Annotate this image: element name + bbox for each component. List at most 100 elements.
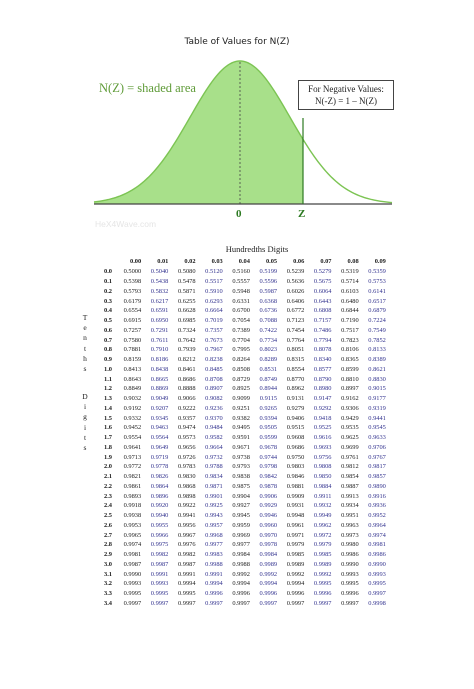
- probability-cell: 0.9357: [177, 414, 196, 422]
- probability-cell: 0.9965: [123, 531, 142, 539]
- probability-cell: 0.9803: [286, 463, 305, 471]
- probability-cell: 0.9953: [123, 521, 142, 529]
- probability-cell: 0.7704: [232, 336, 250, 344]
- probability-cell: 0.9988: [232, 560, 250, 568]
- probability-cell: 0.9997: [368, 590, 386, 598]
- watermark: HeX4Wave.com: [95, 219, 157, 229]
- probability-cell: 0.6772: [286, 307, 305, 315]
- probability-cell: 0.9345: [150, 414, 169, 422]
- table-row: 1.8 0.9641 0.9649 0.9656 0.9664 0.9671 0.9678 0…: [96, 443, 386, 453]
- probability-cell: 0.5160: [232, 268, 250, 276]
- probability-cell: 0.9992: [259, 570, 278, 578]
- z-value-cell: 1.4: [104, 404, 112, 412]
- probability-cell: 0.9864: [150, 482, 169, 490]
- probability-cell: 0.8849: [123, 385, 142, 393]
- probability-cell: 0.6103: [341, 287, 359, 295]
- probability-cell: 0.9726: [177, 453, 196, 461]
- column-header: 0.03: [211, 257, 223, 265]
- probability-cell: 0.9788: [205, 463, 223, 471]
- probability-cell: 0.9463: [150, 424, 169, 432]
- table-row: 2.8 0.9974 0.9975 0.9976 0.9977 0.9977 0.9978 0…: [96, 540, 386, 550]
- probability-cell: 0.7157: [313, 317, 332, 325]
- probability-cell: 0.9996: [313, 590, 332, 598]
- vertical-letter: n: [83, 333, 87, 343]
- probability-cell: 0.6950: [150, 317, 169, 325]
- probability-cell: 0.9992: [286, 570, 305, 578]
- probability-cell: 0.9838: [232, 473, 250, 481]
- probability-cell: 0.7852: [368, 336, 386, 344]
- probability-cell: 0.9554: [123, 434, 142, 442]
- probability-cell: 0.6141: [368, 287, 386, 295]
- z-value-cell: 0.4: [104, 307, 112, 315]
- probability-cell: 0.8133: [368, 346, 386, 354]
- probability-cell: 0.9913: [341, 492, 359, 500]
- probability-cell: 0.9991: [150, 570, 169, 578]
- z-value-cell: 0.1: [104, 278, 112, 286]
- probability-cell: 0.6217: [150, 297, 169, 305]
- probability-cell: 0.5239: [286, 268, 305, 276]
- probability-cell: 0.8264: [232, 356, 250, 364]
- probability-cell: 0.9793: [232, 463, 250, 471]
- probability-cell: 0.8925: [232, 385, 250, 393]
- probability-cell: 0.9983: [205, 551, 223, 559]
- probability-cell: 0.5832: [150, 287, 169, 295]
- probability-cell: 0.8869: [150, 385, 169, 393]
- probability-cell: 0.7673: [205, 336, 223, 344]
- table-row: 2.7 0.9965 0.9966 0.9967 0.9968 0.9969 0.9970 0…: [96, 530, 386, 540]
- probability-cell: 0.9951: [341, 512, 359, 520]
- probability-cell: 0.9997: [123, 599, 142, 607]
- probability-cell: 0.9982: [177, 551, 196, 559]
- vertical-letter: s: [83, 364, 87, 374]
- probability-cell: 0.9981: [123, 551, 142, 559]
- probability-cell: 0.9854: [341, 473, 359, 481]
- probability-cell: 0.6664: [205, 307, 223, 315]
- probability-cell: 0.9987: [123, 560, 142, 568]
- probability-cell: 0.5438: [150, 278, 169, 286]
- probability-cell: 0.9857: [368, 473, 386, 481]
- probability-cell: 0.9961: [286, 521, 305, 529]
- column-header: 0.08: [347, 257, 359, 265]
- probability-cell: 0.9952: [368, 512, 386, 520]
- probability-cell: 0.5398: [123, 278, 142, 286]
- probability-cell: 0.9990: [341, 560, 359, 568]
- probability-cell: 0.7823: [341, 336, 359, 344]
- probability-cell: 0.9997: [205, 599, 223, 607]
- probability-cell: 0.8289: [259, 356, 278, 364]
- probability-cell: 0.8599: [341, 365, 359, 373]
- probability-cell: 0.9671: [232, 443, 250, 451]
- probability-cell: 0.8365: [341, 356, 359, 364]
- table-row: 0.1 0.5398 0.5438 0.5478 0.5517 0.5557 0.5596 0…: [96, 277, 386, 287]
- probability-cell: 0.7764: [286, 336, 305, 344]
- probability-cell: 0.9887: [341, 482, 359, 490]
- probability-cell: 0.6406: [286, 297, 305, 305]
- probability-cell: 0.9996: [205, 590, 223, 598]
- probability-cell: 0.8413: [123, 365, 142, 373]
- axis-zero-label: 0: [236, 208, 242, 220]
- z-value-cell: 1.3: [104, 395, 112, 403]
- z-header-blank: [96, 255, 114, 267]
- probability-cell: 0.8810: [341, 375, 359, 383]
- table-row: 2.5 0.9938 0.9940 0.9941 0.9943 0.9945 0.9946 0…: [96, 511, 386, 521]
- probability-cell: 0.8238: [205, 356, 223, 364]
- probability-cell: 0.9967: [177, 531, 196, 539]
- probability-cell: 0.9992: [313, 570, 332, 578]
- probability-cell: 0.9972: [313, 531, 332, 539]
- probability-cell: 0.8051: [286, 346, 305, 354]
- probability-cell: 0.9949: [313, 512, 332, 520]
- probability-cell: 0.9279: [286, 404, 305, 412]
- probability-cell: 0.9192: [123, 404, 142, 412]
- probability-cell: 0.9535: [341, 424, 359, 432]
- table-header-row: 0.00 0.01 0.02 0.03 0.04 0.05 0.06 0.07 0.08 0.09: [96, 255, 386, 267]
- probability-cell: 0.5596: [259, 278, 278, 286]
- probability-cell: 0.9429: [341, 414, 359, 422]
- probability-cell: 0.9306: [341, 404, 359, 412]
- probability-cell: 0.6331: [232, 297, 250, 305]
- probability-cell: 0.9957: [205, 521, 223, 529]
- probability-cell: 0.9441: [368, 414, 386, 422]
- probability-cell: 0.9995: [341, 580, 359, 588]
- z-value-cell: 0.9: [104, 356, 112, 364]
- probability-cell: 0.5279: [313, 268, 332, 276]
- column-header: 0.00: [130, 257, 142, 265]
